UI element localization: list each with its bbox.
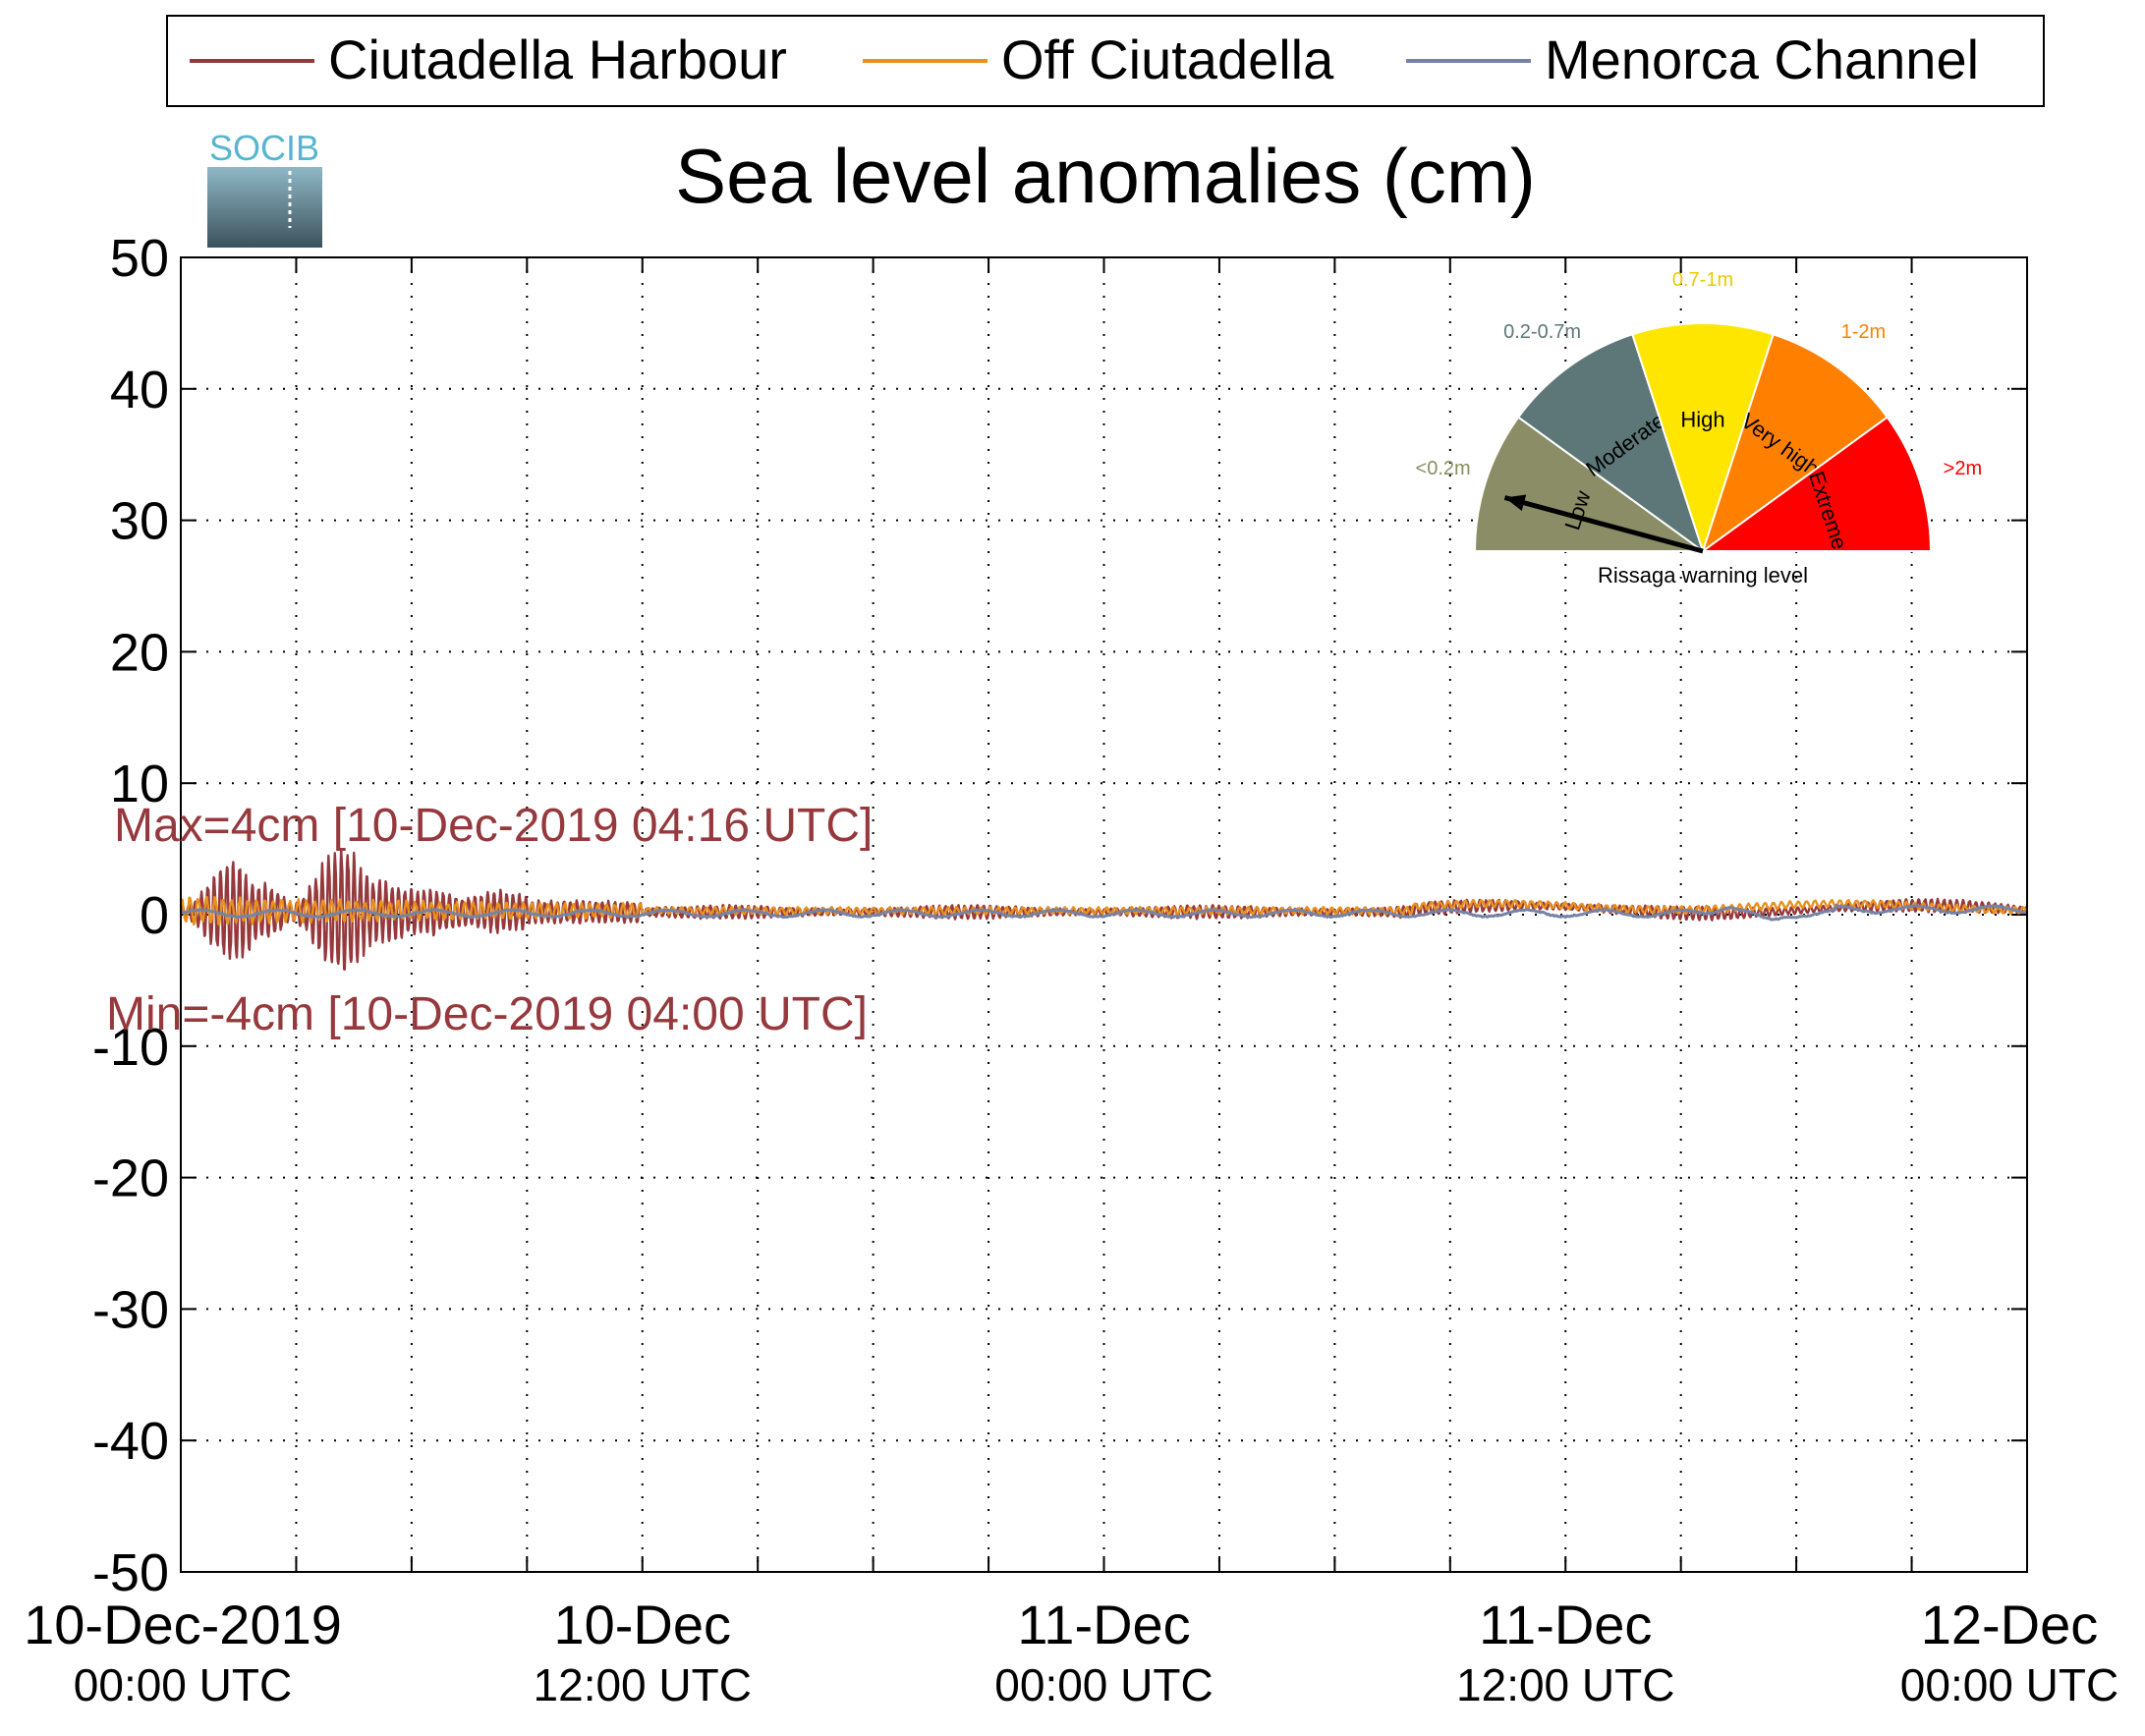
legend-label-channel: Menorca Channel <box>1545 28 1979 90</box>
y-tick-label: 30 <box>110 492 169 551</box>
y-tick-label: 50 <box>110 229 169 288</box>
gauge-sector <box>1473 416 1707 552</box>
x-tick-label-time: 00:00 UTC <box>74 1659 292 1710</box>
logo-block <box>207 167 322 248</box>
x-tick-label-date: 10-Dec <box>553 1594 731 1655</box>
plot-frame <box>180 256 2028 1573</box>
gauge-range-label: 1-2m <box>1841 321 1887 343</box>
gauge-sector <box>1699 416 1933 552</box>
series-line-channel <box>180 904 2028 922</box>
y-tick-label: -20 <box>92 1149 169 1208</box>
x-tick-label-time: 12:00 UTC <box>534 1659 752 1710</box>
y-tick-label: -50 <box>92 1543 169 1602</box>
gauge-range-label: >2m <box>1944 458 1982 479</box>
legend: Ciutadella Harbour Off Ciutadella Menorc… <box>166 15 2045 107</box>
y-tick-label: -10 <box>92 1018 169 1077</box>
gauge-pointer <box>1503 495 1704 554</box>
gauge-title: Rissaga warning level <box>1598 563 1808 588</box>
socib-logo: SOCIB <box>207 128 322 248</box>
gauge-range-label: 0.2-0.7m <box>1503 321 1581 343</box>
gauge-pointer-head <box>1504 494 1527 512</box>
y-tick-label: -40 <box>92 1412 169 1471</box>
logo-text: SOCIB <box>209 128 319 168</box>
chart-title: Sea level anomalies (cm) <box>675 133 1536 219</box>
x-tick-label-date: 11-Dec <box>1017 1594 1190 1655</box>
gauge-range-label: 0.7-1m <box>1672 269 1733 291</box>
x-tick-label-time: 12:00 UTC <box>1456 1659 1674 1710</box>
y-tick-label: 0 <box>140 886 169 945</box>
x-tick-label-date: 11-Dec <box>1479 1594 1652 1655</box>
min-annotation: Min=-4cm [10-Dec-2019 04:00 UTC] <box>106 988 868 1040</box>
gauge-sector-label: High <box>1680 407 1724 431</box>
legend-label-off: Off Ciutadella <box>1001 28 1334 90</box>
x-tick-label-date: 12-Dec <box>1921 1594 2099 1655</box>
x-tick-label-time: 00:00 UTC <box>994 1659 1213 1710</box>
gauge-sector <box>1631 322 1775 555</box>
max-annotation: Max=4cm [10-Dec-2019 04:16 UTC] <box>114 800 873 852</box>
legend-frame <box>166 15 2045 107</box>
x-tick-label-time: 00:00 UTC <box>1900 1659 2118 1710</box>
y-axis: -50 -40 -30 -20 -10 0 10 20 30 40 50 <box>92 229 2027 1602</box>
y-tick-label: -30 <box>92 1280 169 1339</box>
series-layer <box>179 848 2028 971</box>
y-tick-label: 10 <box>110 755 169 813</box>
x-tick-label-date: 10-Dec-2019 <box>24 1594 342 1655</box>
y-tick-label: 20 <box>110 623 169 682</box>
y-tick-label: 40 <box>110 361 169 420</box>
gauge-sector <box>1701 333 1890 554</box>
gauge-sector <box>1516 333 1705 554</box>
legend-label-harbour: Ciutadella Harbour <box>328 28 787 90</box>
gauge-range-label: <0.2m <box>1416 458 1471 479</box>
